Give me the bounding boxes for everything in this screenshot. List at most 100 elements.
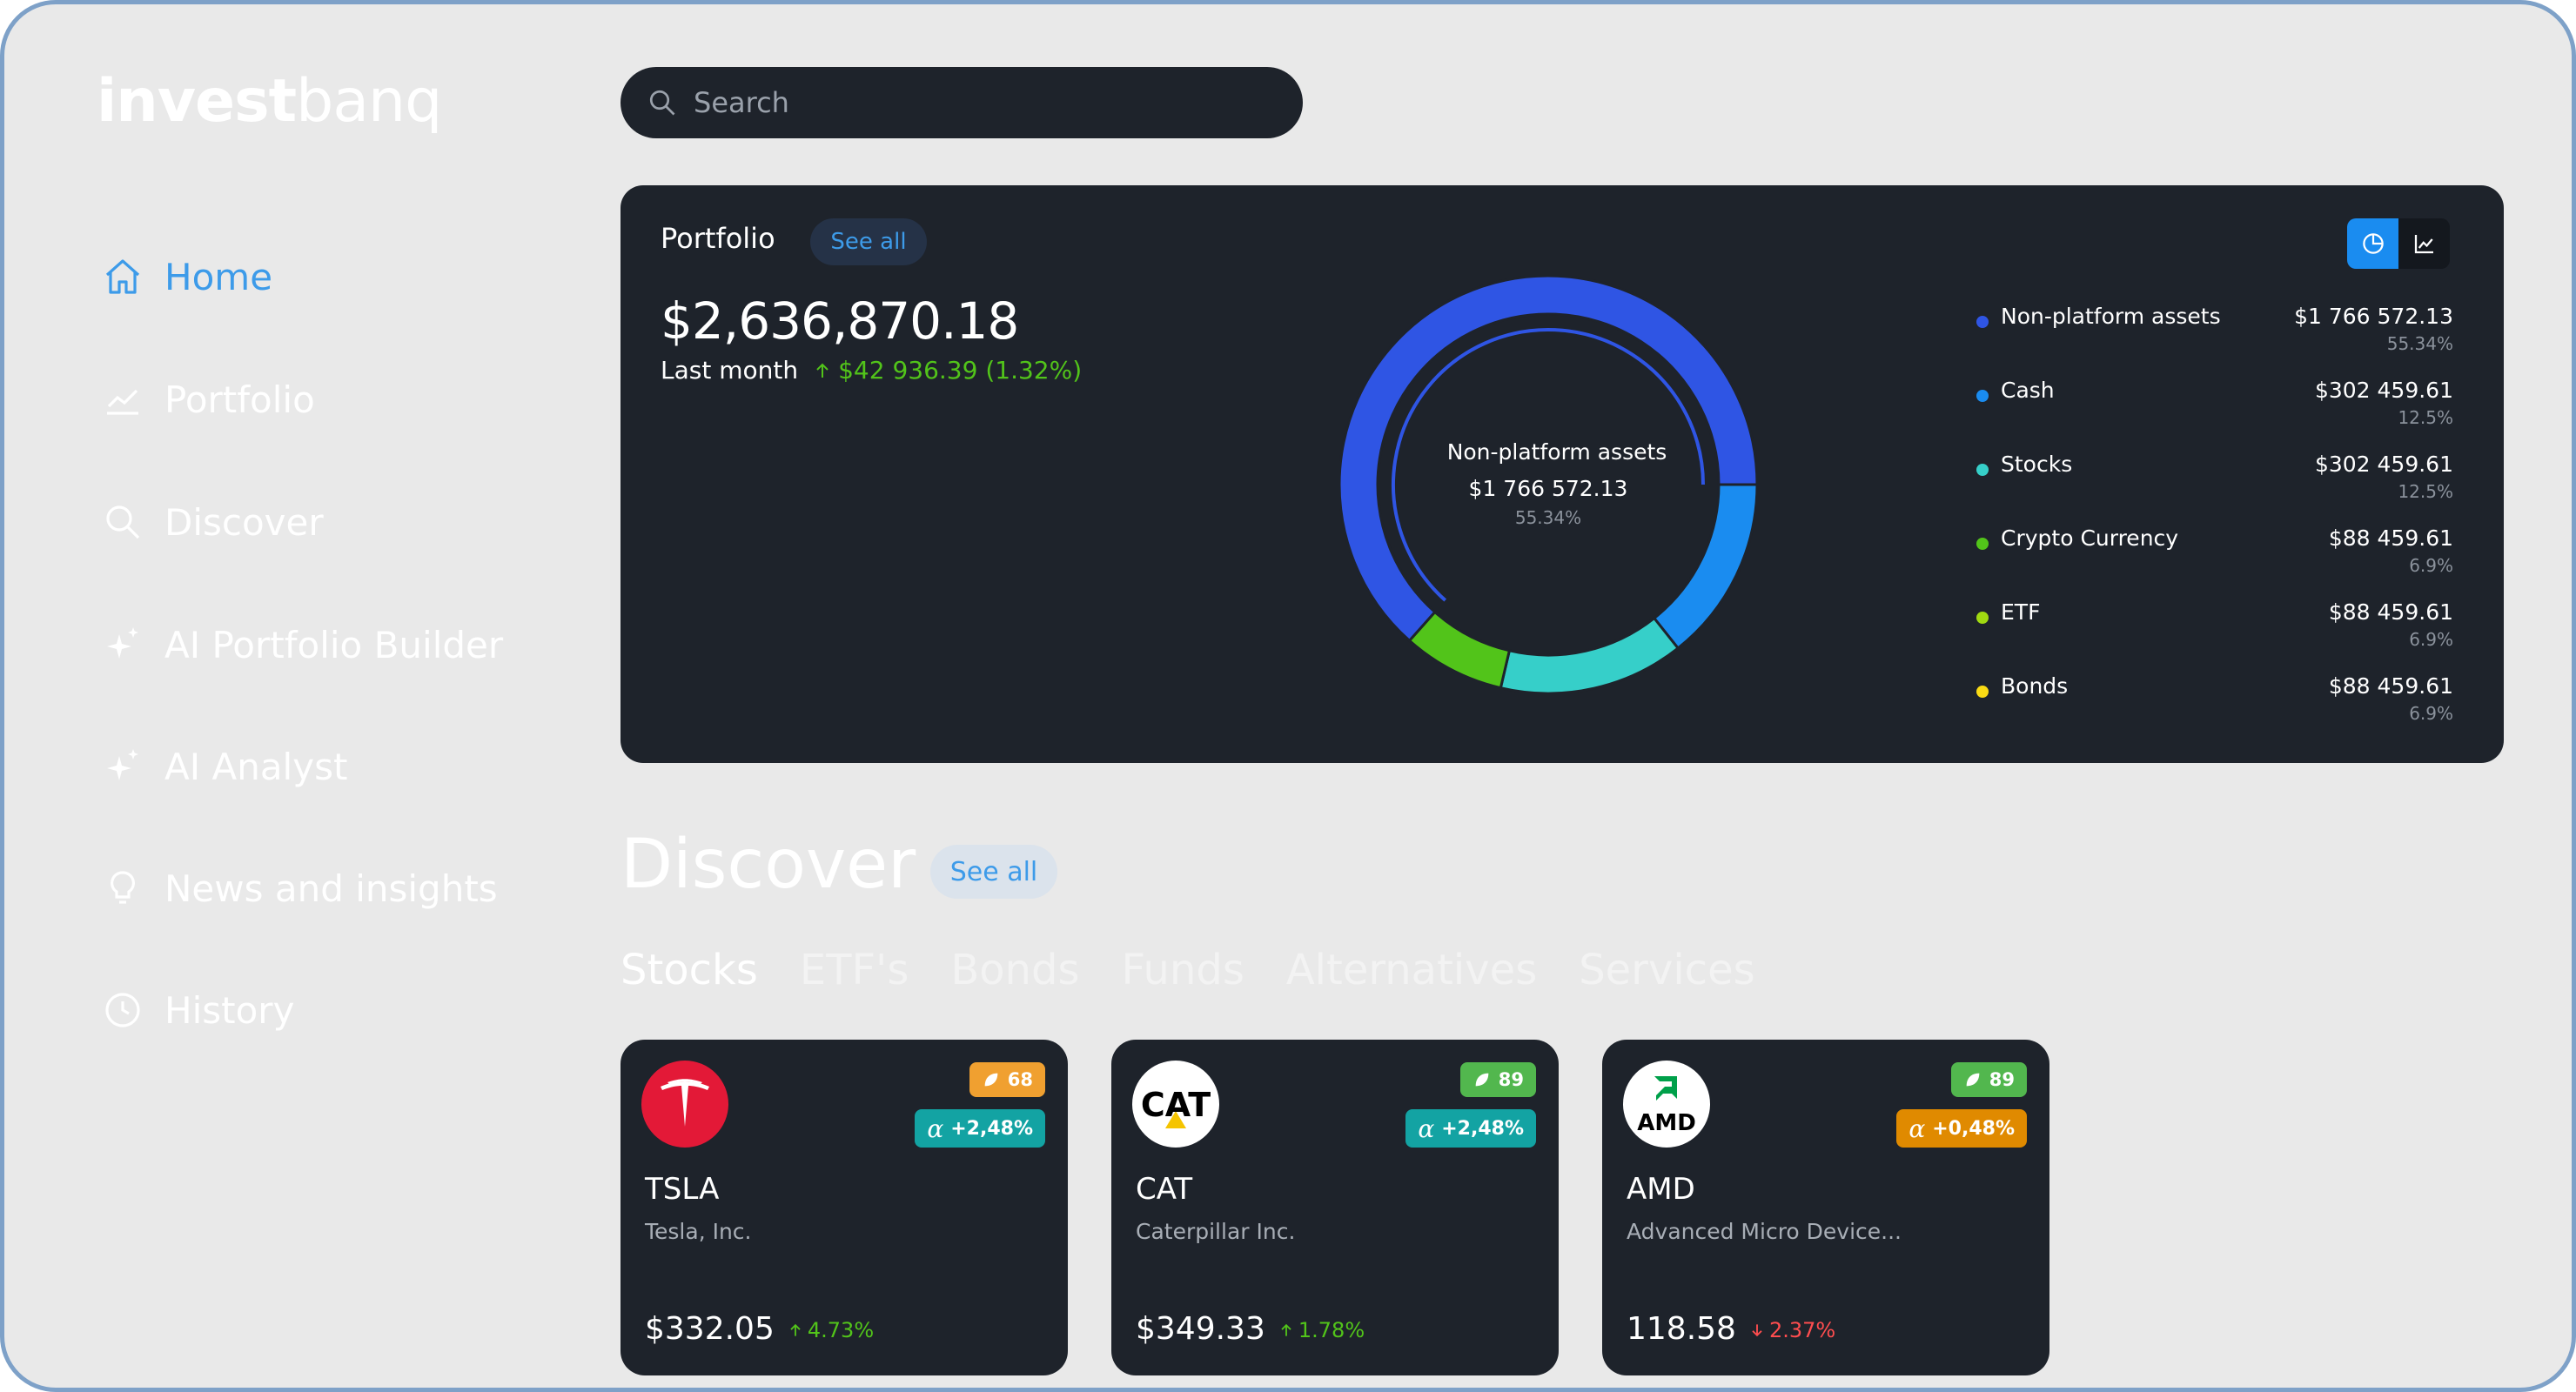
legend-pct: 6.9% (2409, 629, 2453, 650)
portfolio-change-row: Last month $42 936.39 (1.32%) (661, 356, 1082, 385)
legend-pct: 55.34% (2386, 333, 2453, 354)
donut-center-pct: 55.34% (1514, 507, 1582, 528)
legend-row-crypto-currency: Crypto Currency $88 459.61 6.9% (1976, 525, 2453, 586)
stock-card-cat[interactable]: CAT 89 α +2,48% CAT Caterpillar Inc. $34… (1111, 1040, 1559, 1375)
sidebar-item-news[interactable]: News and insights (102, 862, 498, 914)
stock-company-name: Tesla, Inc. (645, 1219, 752, 1244)
sparkle-icon (107, 749, 138, 780)
chart-view-toggle[interactable] (2347, 218, 2450, 269)
legend-dot (1976, 612, 1989, 624)
line-chart-icon (2414, 235, 2433, 254)
tab-alternatives[interactable]: Alternatives (1285, 946, 1538, 994)
sidebar-item-label: AI Portfolio Builder (164, 623, 504, 666)
line-view-button[interactable] (2398, 218, 2450, 269)
alpha-badge: α +2,48% (915, 1109, 1045, 1148)
legend-name: Crypto Currency (2001, 525, 2179, 551)
tab-etfs[interactable]: ETF's (799, 946, 909, 994)
stock-card-amd[interactable]: AMD 89 α +0,48% AMD Advanced Micro Devic… (1602, 1040, 2049, 1375)
legend-dot (1976, 686, 1989, 698)
search-icon (649, 90, 675, 116)
legend-pct: 12.5% (2398, 407, 2453, 428)
sidebar-item-discover[interactable]: Discover (102, 496, 324, 548)
stock-card-tsla[interactable]: 68 α +2,48% TSLA Tesla, Inc. $332.05 4.7… (621, 1040, 1068, 1375)
portfolio-total: $2,636,870.18 (661, 291, 1019, 351)
stock-change-value: 2.37% (1768, 1318, 1836, 1342)
chart-line-icon (107, 389, 138, 415)
stock-change-value: 4.73% (807, 1318, 875, 1342)
search-input[interactable] (694, 86, 1233, 119)
legend-row-cash: Cash $302 459.61 12.5% (1976, 378, 2453, 438)
stock-ticker: CAT (1136, 1172, 1193, 1207)
alpha-icon: α (1418, 1114, 1435, 1143)
leaf-icon (984, 1073, 998, 1087)
sidebar-item-history[interactable]: History (102, 984, 294, 1036)
sidebar-item-home[interactable]: Home (102, 251, 272, 303)
legend-name: Bonds (2001, 673, 2069, 699)
portfolio-change: $42 936.39 (1.32%) (812, 356, 1082, 385)
stock-company-name: Advanced Micro Device... (1627, 1219, 1902, 1244)
clock-icon (105, 993, 140, 1027)
brand-logo-bold: invest (97, 67, 297, 136)
home-icon (105, 259, 140, 294)
pie-view-button[interactable] (2347, 218, 2398, 269)
sidebar-item-label: Home (164, 255, 273, 298)
legend-pct: 6.9% (2409, 555, 2453, 576)
legend-value: $88 459.61 (2328, 599, 2453, 625)
alpha-badge: α +0,48% (1896, 1109, 2027, 1148)
sidebar-item-ai-analyst[interactable]: AI Analyst (102, 740, 347, 793)
legend-name: ETF (2001, 599, 2041, 625)
legend-dot (1976, 390, 1989, 402)
sidebar-item-label: News and insights (164, 867, 498, 910)
sidebar-item-portfolio[interactable]: Portfolio (102, 373, 315, 425)
discover-tabs: Stocks ETF's Bonds Funds Alternatives Se… (621, 946, 1755, 994)
stock-price: $349.33 (1136, 1311, 1265, 1347)
legend-value: $302 459.61 (2314, 378, 2453, 403)
arrow-up-icon (816, 363, 828, 378)
brand-logo[interactable]: investbanq (97, 72, 442, 131)
legend-value: $302 459.61 (2314, 452, 2453, 477)
stock-change-value: 1.78% (1298, 1318, 1365, 1342)
discover-see-all-button[interactable]: See all (930, 845, 1057, 899)
portfolio-see-all-button[interactable]: See all (810, 218, 927, 265)
search-bar[interactable] (621, 67, 1303, 138)
portfolio-title: Portfolio (661, 222, 775, 255)
legend-row-bonds: Bonds $88 459.61 6.9% (1976, 673, 2453, 734)
tab-bonds[interactable]: Bonds (950, 946, 1080, 994)
sparkle-icon (107, 627, 138, 659)
portfolio-change-value: $42 936.39 (1.32%) (838, 356, 1083, 385)
arrow-up-icon (1281, 1323, 1291, 1336)
stock-ticker: AMD (1627, 1172, 1695, 1207)
legend-name: Stocks (2001, 452, 2073, 477)
stock-change: 4.73% (787, 1318, 874, 1342)
stock-company-name: Caterpillar Inc. (1136, 1219, 1296, 1244)
sidebar-item-ai-portfolio-builder[interactable]: AI Portfolio Builder (102, 619, 503, 671)
legend-value: $88 459.61 (2328, 525, 2453, 551)
tab-services[interactable]: Services (1579, 946, 1755, 994)
legend-name: Cash (2001, 378, 2055, 403)
legend-row-non-platform-assets: Non-platform assets $1 766 572.13 55.34% (1976, 304, 2453, 365)
legend-pct: 12.5% (2398, 481, 2453, 502)
tesla-logo (641, 1061, 728, 1148)
stock-ticker: TSLA (645, 1172, 720, 1207)
search-icon (106, 505, 140, 539)
sidebar-item-label: AI Analyst (164, 745, 348, 788)
alpha-badge: α +2,48% (1405, 1109, 1536, 1148)
score-value: 68 (1007, 1069, 1033, 1090)
tab-funds[interactable]: Funds (1121, 946, 1244, 994)
portfolio-period: Last month (661, 356, 799, 385)
legend-row-stocks: Stocks $302 459.61 12.5% (1976, 452, 2453, 512)
alpha-value: +2,48% (950, 1117, 1033, 1140)
tab-stocks[interactable]: Stocks (621, 946, 758, 994)
donut-segment-non-platform-assets[interactable] (1339, 276, 1757, 643)
cat-logo-text: CAT (1141, 1086, 1211, 1124)
brand-logo-light: banq (296, 67, 442, 136)
alpha-value: +2,48% (1441, 1117, 1524, 1140)
alpha-icon: α (1909, 1114, 1926, 1143)
amd-logo: AMD (1623, 1061, 1710, 1148)
legend-value: $88 459.61 (2328, 673, 2453, 699)
allocation-donut-chart (1339, 276, 1757, 693)
stock-price-row: 118.58 2.37% (1627, 1311, 1835, 1347)
amd-logo-text: AMD (1637, 1110, 1696, 1136)
legend-dot (1976, 464, 1989, 476)
